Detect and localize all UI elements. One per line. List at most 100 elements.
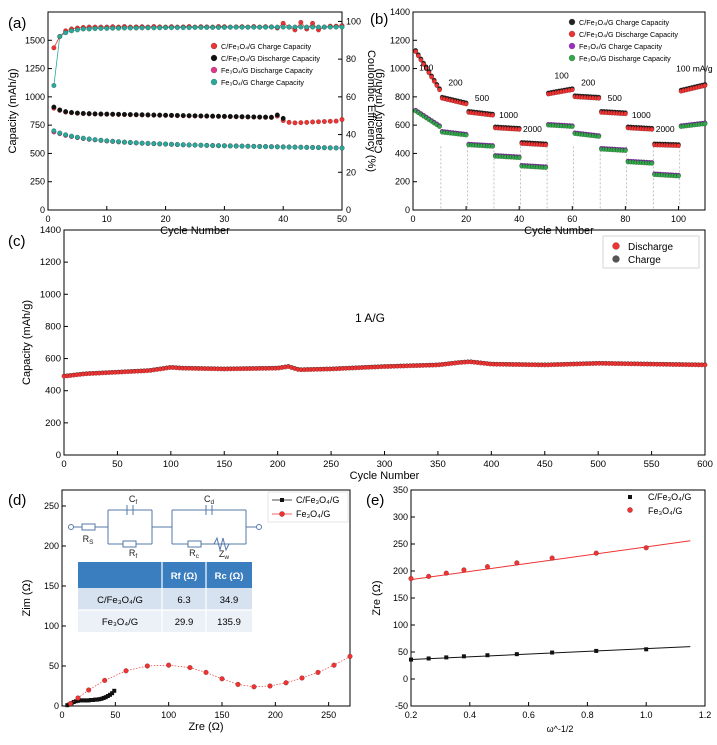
data-point — [93, 697, 98, 702]
data-point — [86, 26, 92, 32]
panel-c: 0 50 100 150 200 250 300 350 400 450 500 550 600 0 200… — [8, 225, 713, 482]
data-point — [409, 657, 413, 662]
data-point — [104, 25, 110, 31]
data-point — [186, 113, 192, 119]
y-tick-label: 1200 — [40, 257, 61, 268]
y-tick-label: 400 — [395, 148, 410, 158]
y2-tick-label: 80 — [346, 54, 356, 64]
y-tick-label: 1500 — [25, 35, 45, 45]
data-point — [310, 119, 316, 125]
y-tick-label: 1400 — [40, 225, 61, 236]
circuit-label: Cd — [204, 494, 215, 506]
table-row — [78, 610, 252, 632]
x-tick-label: 50 — [337, 214, 347, 224]
x-tick-label: 500 — [590, 459, 606, 470]
data-point — [57, 33, 63, 40]
y-tick-label: 250 — [30, 177, 45, 187]
data-point — [286, 144, 292, 150]
y-tick-label: 150 — [44, 581, 59, 591]
y-tick-label: 300 — [393, 512, 408, 522]
panel-label: (a) — [8, 15, 26, 32]
data-point — [192, 142, 198, 148]
data-point — [71, 700, 76, 704]
rate-label: 500 — [475, 93, 489, 103]
data-point — [310, 144, 316, 151]
data-point — [292, 24, 298, 30]
data-point — [321, 145, 327, 151]
data-point — [166, 662, 172, 668]
data-point — [127, 111, 133, 118]
y2-tick-label: 40 — [346, 130, 356, 140]
data-point — [80, 135, 86, 141]
data-point — [251, 143, 257, 149]
data-point — [145, 25, 151, 31]
data-point — [68, 28, 75, 34]
data-point — [67, 700, 74, 707]
data-point — [622, 111, 628, 117]
data-point — [157, 141, 163, 147]
data-point — [429, 74, 435, 80]
data-point — [51, 45, 57, 51]
table-header-cell: Rc (Ω) — [215, 571, 244, 582]
x-axis-label: ω^-1/2 — [547, 724, 574, 734]
x-tick-label: 0 — [61, 459, 66, 470]
rate-label: 1000 — [499, 110, 518, 120]
data-point — [268, 24, 274, 30]
y-tick-label: 400 — [45, 386, 61, 397]
table-cell: 34.9 — [220, 595, 239, 606]
y2-axis-label: Coulombic Efficiency (%) — [365, 50, 377, 172]
data-point — [461, 567, 467, 573]
capacitor-cd — [205, 505, 213, 515]
panel-label: (d) — [8, 492, 26, 509]
data-point — [51, 82, 57, 89]
data-point — [286, 119, 292, 125]
x-tick-label: 200 — [270, 459, 286, 470]
legend-label: Fe₃O₄/G — [648, 506, 682, 516]
data-point — [257, 114, 263, 120]
x-tick-label: 250 — [321, 710, 336, 720]
data-point — [78, 698, 83, 703]
data-point — [268, 144, 274, 150]
data-point — [133, 140, 139, 146]
data-point — [263, 114, 269, 120]
data-point — [127, 25, 133, 31]
data-point — [327, 24, 333, 30]
data-point — [280, 144, 286, 150]
data-point — [215, 113, 222, 119]
data-point — [221, 113, 227, 119]
data-point — [75, 695, 81, 701]
data-point — [321, 24, 327, 30]
data-point — [151, 112, 157, 118]
equivalent-circuit: RS Cf Rf Cd Rc Zw — [68, 494, 262, 561]
data-point — [63, 132, 69, 138]
data-point — [304, 144, 310, 150]
table-cell: 135.9 — [217, 617, 241, 628]
y-axis-label: Zim (Ω) — [21, 580, 33, 617]
data-point — [63, 109, 69, 115]
data-point — [174, 141, 180, 148]
y-tick-label: 1250 — [25, 64, 45, 74]
data-point — [461, 654, 466, 659]
legend-marker — [627, 507, 633, 513]
data-point — [86, 687, 92, 693]
y2-tick-label: 100 — [346, 16, 361, 26]
data-point — [283, 680, 289, 686]
data-point — [163, 141, 169, 147]
data-point — [82, 698, 87, 703]
data-point — [95, 697, 100, 702]
data-point — [157, 25, 163, 31]
data-point — [516, 126, 522, 132]
data-point — [116, 111, 122, 117]
plot-frame — [410, 489, 706, 707]
data-point — [80, 698, 85, 703]
data-point — [86, 111, 92, 117]
y-tick-label: 1000 — [390, 64, 410, 74]
y-tick-label: 0 — [54, 701, 59, 711]
panel-e: 0.2 0.4 0.6 0.8 1.0 1.2 -50 0 50 100 150 200 250 300 3… — [366, 485, 711, 734]
data-point — [127, 139, 133, 146]
data-point — [192, 113, 198, 119]
data-point — [702, 121, 708, 127]
data-point — [304, 24, 310, 30]
rate-label: 2000 — [656, 124, 675, 134]
data-point — [57, 107, 63, 113]
